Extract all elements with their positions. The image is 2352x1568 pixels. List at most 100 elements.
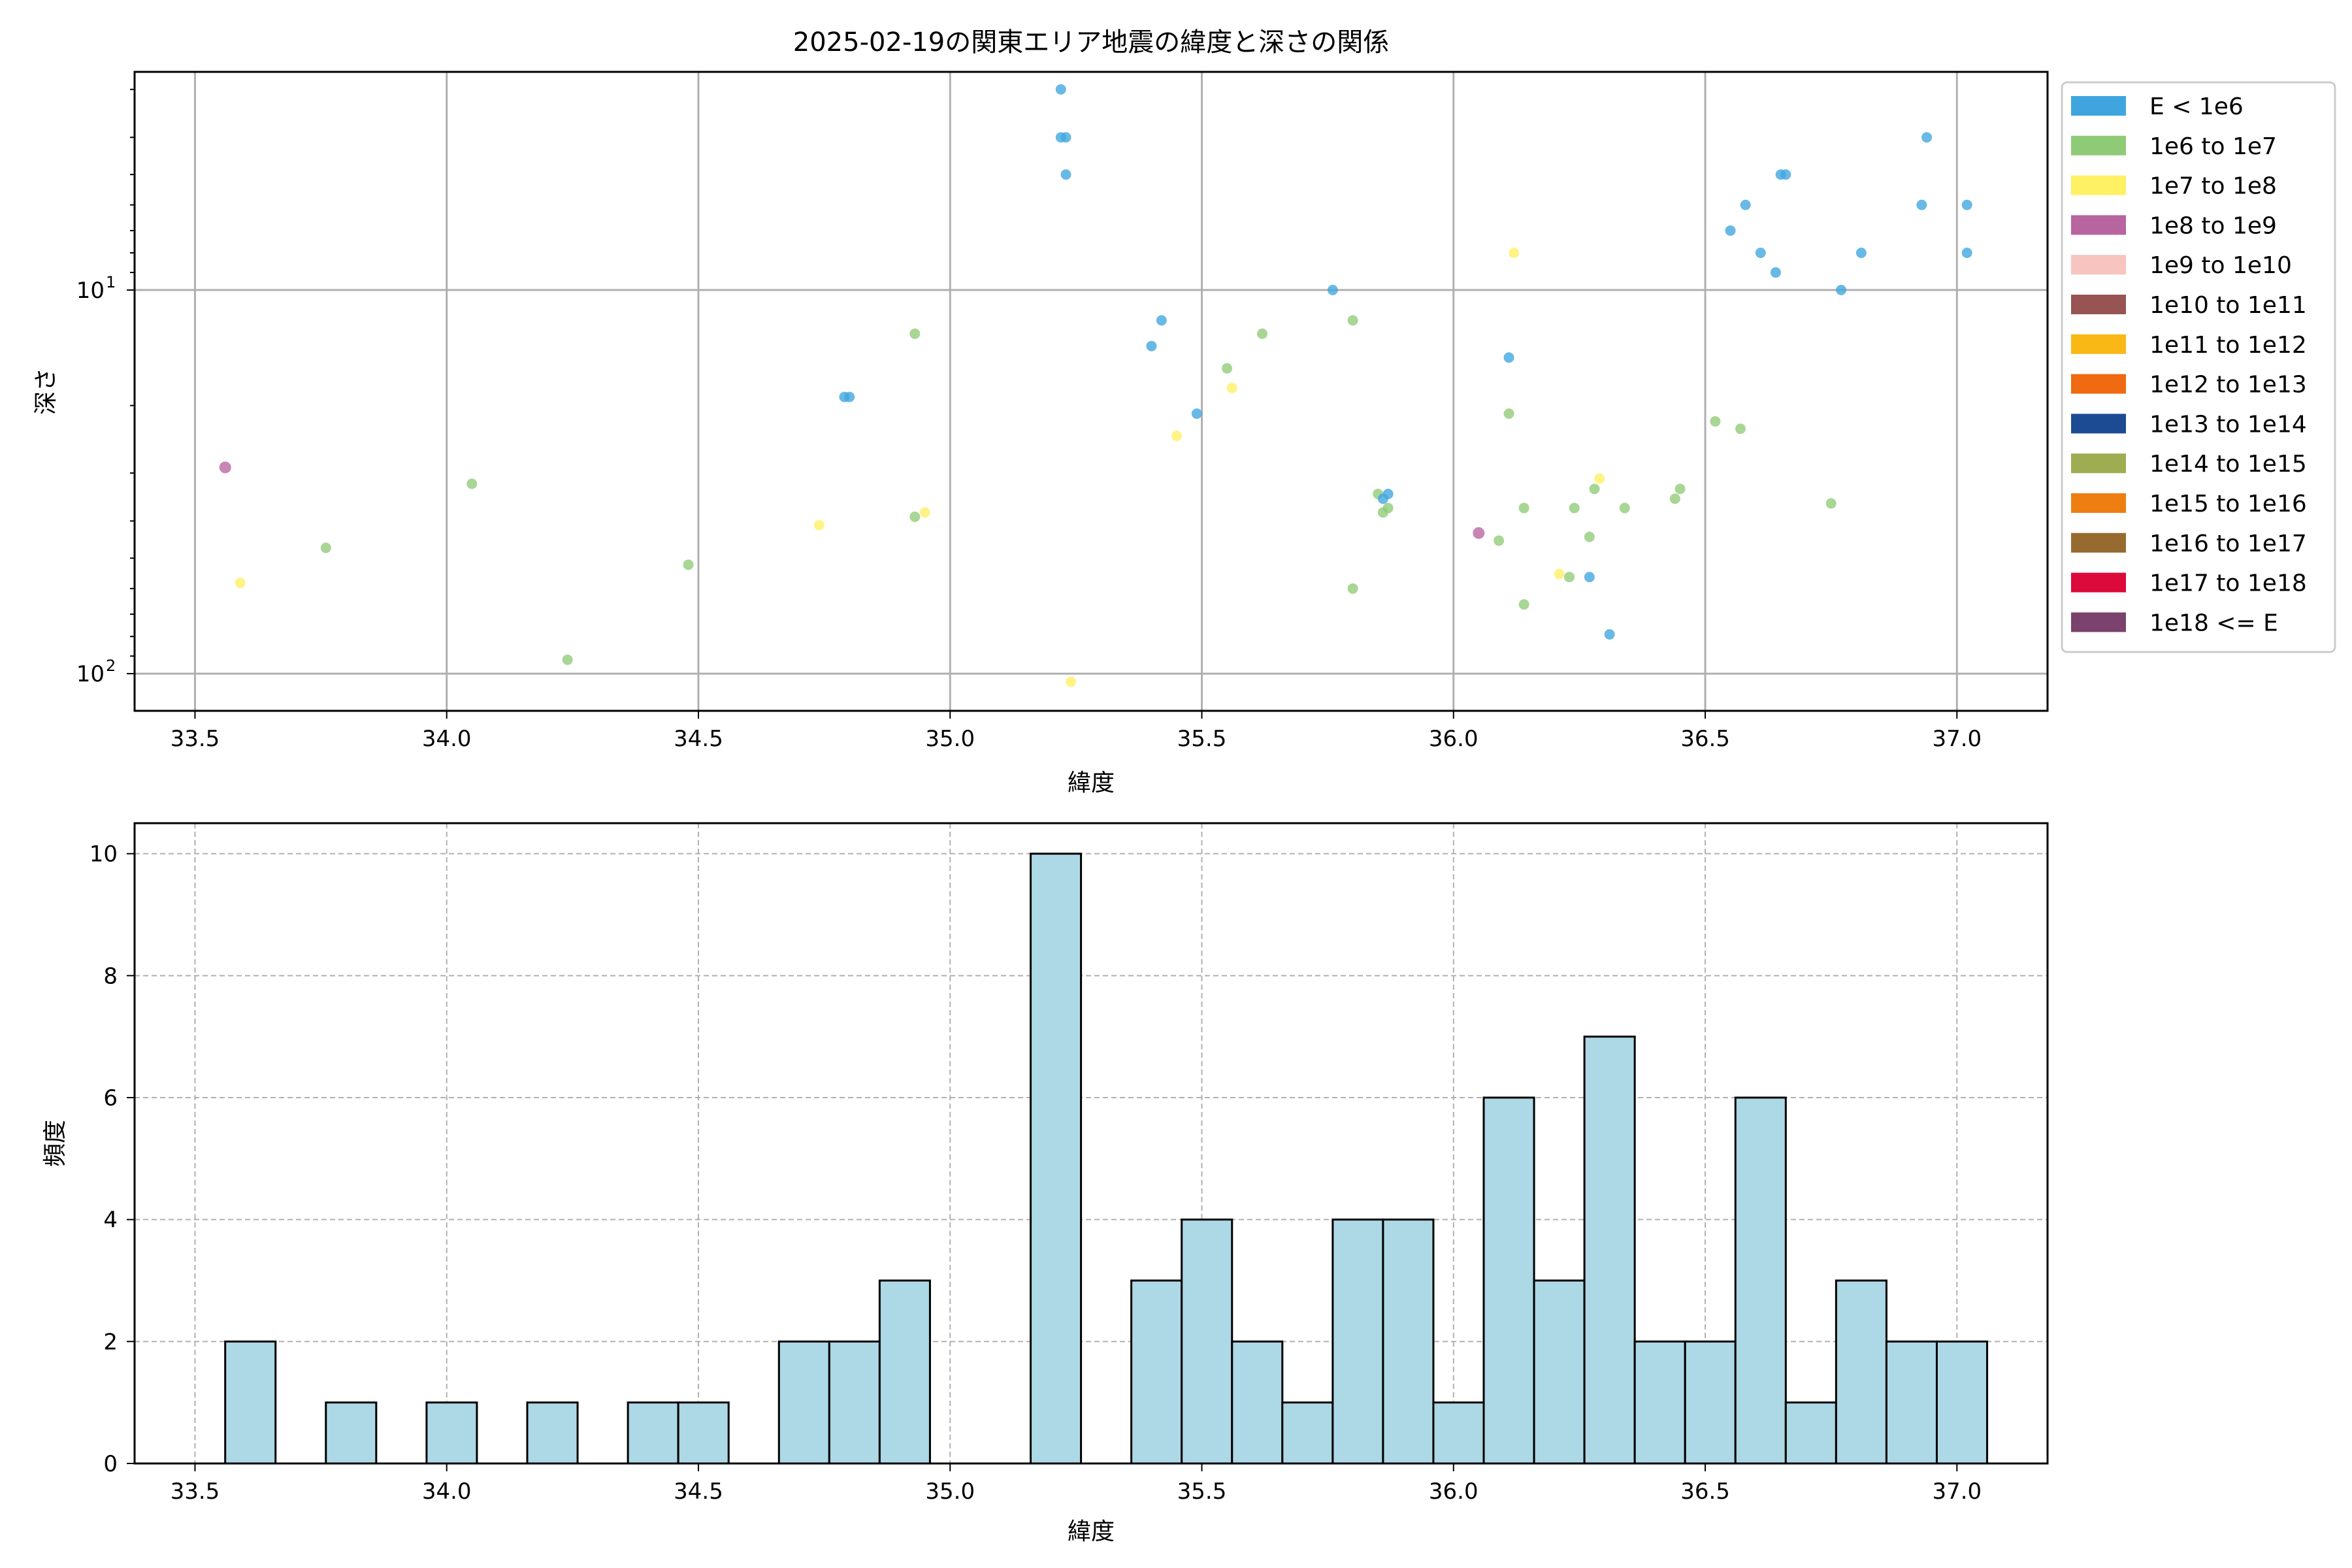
histogram-bars	[224, 853, 1989, 1465]
scatter-point	[1509, 247, 1520, 258]
scatter-point	[1060, 132, 1071, 143]
scatter-point	[1780, 169, 1791, 180]
scatter-point	[1554, 568, 1565, 580]
histogram-bar	[878, 1279, 931, 1465]
histogram-bar	[1784, 1401, 1837, 1465]
histogram-panel: 33.5 34.0 34.5 35.0 35.5 36.0 36.5 37.00246810 …	[42, 822, 2049, 1545]
scatter-y-tick-label: 10	[76, 278, 105, 304]
histogram-y-tick-label: 2	[103, 1329, 118, 1355]
scatter-x-axis-label: 緯度	[1068, 770, 1115, 796]
scatter-point	[1569, 502, 1580, 514]
legend-label: 1e13 to 1e14	[2149, 411, 2307, 438]
legend-label: 1e7 to 1e8	[2149, 173, 2277, 200]
scatter-point	[1066, 676, 1077, 687]
legend-label: 1e6 to 1e7	[2149, 133, 2277, 160]
scatter-point	[1382, 502, 1394, 514]
histogram-bar	[1533, 1279, 1586, 1465]
scatter-point	[1619, 502, 1630, 514]
legend-swatch	[2071, 295, 2126, 314]
scatter-point	[1055, 84, 1066, 95]
legend-swatch	[2071, 532, 2126, 553]
scatter-point	[1725, 225, 1736, 236]
histogram-bar	[1281, 1401, 1334, 1465]
legend-swatch	[2071, 493, 2126, 513]
scatter-point	[1584, 531, 1595, 542]
scatter-point	[1710, 416, 1721, 427]
legend-swatch	[2071, 334, 2126, 354]
histogram-bar	[224, 1340, 277, 1465]
legend-label: 1e10 to 1e11	[2149, 292, 2307, 319]
scatter-point	[235, 578, 246, 589]
histogram-bar	[1181, 1218, 1233, 1465]
scatter-x-tick-label: 36.5	[1680, 726, 1730, 752]
legend-label: E < 1e6	[2149, 93, 2244, 120]
scatter-point	[320, 542, 331, 553]
scatter-point	[1156, 315, 1167, 326]
scatter-point	[1755, 247, 1766, 258]
scatter-point	[1347, 583, 1358, 594]
scatter-point	[1494, 535, 1505, 546]
scatter-point	[1564, 572, 1575, 583]
scatter-y-tick-exponent: 1	[106, 273, 116, 291]
scatter-x-tick-label: 34.5	[674, 726, 723, 752]
scatter-legend: E < 1e6 1e6 to 1e7 1e7 to 1e8 1e8 to 1e9 1e9…	[2061, 81, 2336, 653]
scatter-point	[1518, 599, 1529, 610]
scatter-point	[1226, 382, 1237, 393]
scatter-point	[562, 654, 573, 665]
legend-label: 1e8 to 1e9	[2149, 212, 2277, 239]
scatter-point	[909, 511, 921, 522]
scatter-x-tick-label: 35.0	[925, 726, 975, 752]
scatter-axes-frame	[133, 71, 2049, 712]
scatter-point	[1770, 267, 1781, 278]
legend-label: 1e15 to 1e16	[2149, 491, 2307, 517]
histogram-x-tick-label: 35.0	[925, 1478, 975, 1505]
scatter-point	[1740, 199, 1751, 210]
scatter-x-tick-label: 35.5	[1177, 726, 1227, 752]
histogram-bar	[1835, 1279, 1887, 1465]
histogram-bar	[526, 1401, 579, 1465]
scatter-point	[909, 328, 921, 339]
scatter-point	[1916, 199, 1927, 210]
histogram-y-tick-label: 0	[103, 1451, 118, 1477]
scatter-point	[1921, 132, 1933, 143]
histogram-x-axis-label: 緯度	[1068, 1518, 1115, 1545]
scatter-grid	[135, 72, 2048, 711]
scatter-point	[1735, 423, 1746, 434]
scatter-point	[813, 519, 825, 531]
legend-swatch	[2071, 374, 2126, 394]
histogram-bar	[1482, 1096, 1535, 1465]
histogram-bar	[627, 1401, 679, 1465]
histogram-x-tick-label: 34.5	[674, 1478, 723, 1505]
histogram-x-tick-label: 36.0	[1429, 1478, 1478, 1505]
legend-swatch	[2071, 255, 2126, 275]
histogram-y-tick-label: 6	[103, 1085, 118, 1111]
legend-swatch	[2071, 414, 2126, 434]
scatter-point	[1503, 352, 1514, 363]
scatter-point	[1503, 408, 1514, 419]
scatter-x-tick-label: 34.0	[422, 726, 472, 752]
histogram-bar	[1432, 1401, 1485, 1465]
histogram-bar	[1935, 1340, 1989, 1465]
histogram-bar	[325, 1401, 378, 1465]
scatter-y-axis-label: 深さ	[33, 368, 59, 415]
legend-label: 1e9 to 1e10	[2149, 252, 2292, 279]
histogram-bar	[1734, 1096, 1787, 1465]
legend-swatch	[2071, 175, 2126, 195]
legend-label: 1e16 to 1e17	[2149, 531, 2307, 557]
scatter-point	[1961, 199, 1972, 210]
scatter-point	[1347, 315, 1358, 326]
scatter-point	[1836, 284, 1847, 295]
scatter-point	[466, 478, 478, 489]
scatter-point	[1382, 488, 1394, 499]
histogram-y-tick-label: 8	[103, 963, 118, 989]
legend-box	[2061, 81, 2336, 653]
scatter-point	[1171, 431, 1182, 442]
scatter-point	[1518, 502, 1529, 514]
histogram-y-axis-label: 頻度	[42, 1120, 69, 1167]
legend-swatch	[2071, 215, 2126, 235]
scatter-point	[1584, 572, 1595, 583]
histogram-bar	[1633, 1340, 1686, 1465]
scatter-x-tick-label: 36.0	[1429, 726, 1478, 752]
